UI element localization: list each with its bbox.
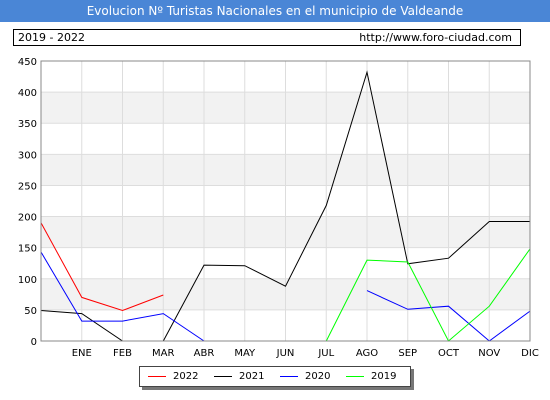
series-line-2022 bbox=[40, 222, 164, 312]
x-axis-ticks: ENE FEB MAR ABR MAY JUN JUL AGO SEP OCT NOV DIC bbox=[72, 348, 539, 359]
x-tick-label: NOV bbox=[478, 348, 500, 359]
x-tick-label: OCT bbox=[438, 348, 460, 359]
y-tick-label: 200 bbox=[18, 213, 37, 224]
y-tick-label: 450 bbox=[18, 57, 37, 68]
x-tick-label: FEB bbox=[113, 348, 132, 359]
x-tick-label: JUN bbox=[276, 348, 295, 359]
y-tick-label: 350 bbox=[18, 119, 37, 130]
legend-swatch bbox=[280, 376, 298, 377]
legend-swatch bbox=[214, 376, 232, 377]
x-tick-label: AGO bbox=[356, 348, 378, 359]
x-tick-label: MAY bbox=[234, 348, 256, 359]
x-tick-label: ABR bbox=[194, 348, 215, 359]
plot-frame bbox=[40, 60, 531, 342]
x-tick-label: ENE bbox=[72, 348, 92, 359]
legend-label: 2021 bbox=[239, 371, 265, 382]
legend-label: 2022 bbox=[173, 371, 199, 382]
y-tick-label: 0 bbox=[31, 337, 37, 348]
y-tick-label: 300 bbox=[18, 150, 37, 161]
y-tick-label: 100 bbox=[18, 275, 37, 286]
x-tick-label: JUL bbox=[317, 348, 334, 359]
legend-label: 2020 bbox=[305, 371, 331, 382]
y-axis-ticks: 0 50 100 150 200 250 300 350 400 450 bbox=[18, 57, 37, 348]
x-tick-label: SEP bbox=[398, 348, 417, 359]
legend-swatch bbox=[148, 376, 166, 377]
subheader-box: 2019 - 2022 http://www.foro-ciudad.com bbox=[13, 29, 521, 46]
series-line-2020 bbox=[366, 290, 531, 342]
y-tick-label: 50 bbox=[24, 306, 37, 317]
x-tick-label: DIC bbox=[521, 348, 539, 359]
legend-label: 2019 bbox=[371, 371, 397, 382]
period-label: 2019 - 2022 bbox=[18, 31, 85, 44]
legend-swatch bbox=[346, 376, 364, 377]
legend: 2022 2021 2020 2019 bbox=[139, 366, 411, 387]
y-tick-label: 400 bbox=[18, 88, 37, 99]
y-tick-label: 150 bbox=[18, 244, 37, 255]
x-tick-label: MAR bbox=[152, 348, 174, 359]
source-url: http://www.foro-ciudad.com bbox=[359, 31, 512, 44]
chart-title: Evolucion Nº Turistas Nacionales en el m… bbox=[0, 0, 550, 22]
series-line-2019 bbox=[325, 248, 531, 342]
y-tick-label: 250 bbox=[18, 181, 37, 192]
series-line-2020 bbox=[40, 251, 205, 342]
